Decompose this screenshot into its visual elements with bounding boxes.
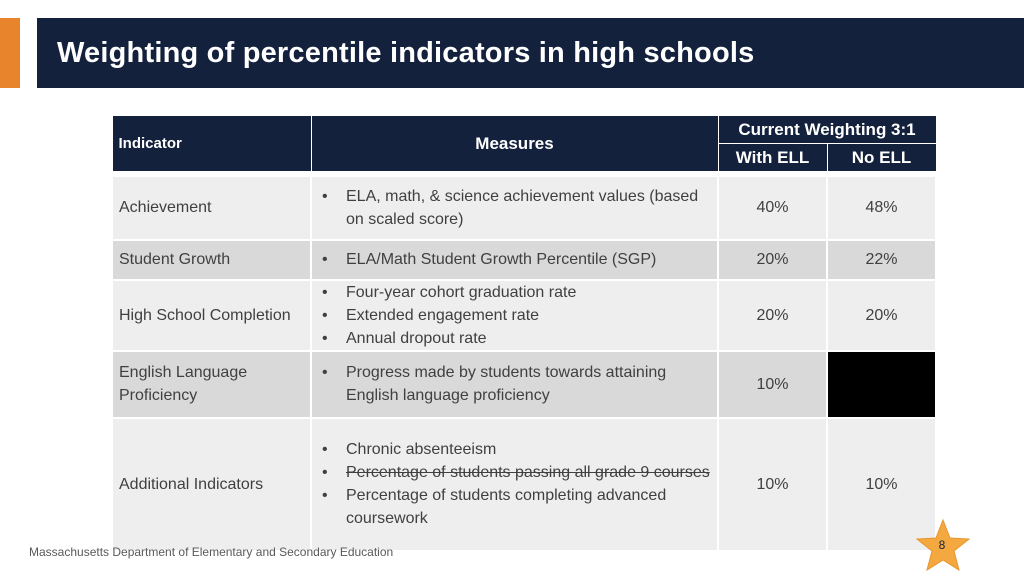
table-row: English Language Proficiency Progress ma…	[111, 349, 937, 419]
no-ell-cell-blacked-out	[826, 349, 937, 419]
with-ell-cell: 10%	[717, 349, 828, 419]
measure-item: Four-year cohort graduation rate	[318, 281, 711, 304]
table-row: Achievement ELA, math, & science achieve…	[111, 174, 937, 241]
with-ell-cell: 10%	[717, 416, 828, 552]
title-bar: Weighting of percentile indicators in hi…	[37, 18, 1024, 88]
indicator-cell: Additional Indicators	[111, 416, 312, 552]
header-indicator: Indicator	[111, 115, 312, 172]
measure-item: ELA, math, & science achievement values …	[318, 185, 711, 231]
weighting-table: Indicator Measures Current Weighting 3:1…	[111, 115, 937, 552]
header-no-ell: No ELL	[826, 143, 937, 172]
no-ell-cell: 22%	[826, 238, 937, 281]
page-number: 8	[938, 538, 946, 552]
measure-item-struck: Percentage of students passing all grade…	[318, 461, 711, 484]
measures-cell: Progress made by students towards attain…	[310, 349, 719, 419]
header-with-ell: With ELL	[717, 143, 828, 172]
no-ell-cell: 10%	[826, 416, 937, 552]
table-row: Additional Indicators Chronic absenteeis…	[111, 416, 937, 552]
measure-item: Annual dropout rate	[318, 327, 711, 350]
with-ell-cell: 20%	[717, 278, 828, 352]
star-icon	[915, 518, 971, 572]
measures-cell: Four-year cohort graduation rate Extende…	[310, 278, 719, 352]
measures-cell: ELA/Math Student Growth Percentile (SGP)	[310, 238, 719, 281]
page-title: Weighting of percentile indicators in hi…	[57, 36, 755, 69]
indicator-cell: Achievement	[111, 174, 312, 241]
indicator-cell: Student Growth	[111, 238, 312, 281]
measure-item: Extended engagement rate	[318, 304, 711, 327]
table-row: High School Completion Four-year cohort …	[111, 278, 937, 352]
with-ell-cell: 20%	[717, 238, 828, 281]
measure-item: ELA/Math Student Growth Percentile (SGP)	[318, 248, 711, 271]
measures-cell: ELA, math, & science achievement values …	[310, 174, 719, 241]
measure-item: Progress made by students towards attain…	[318, 361, 711, 407]
measure-item: Chronic absenteeism	[318, 438, 711, 461]
accent-bar	[0, 18, 20, 88]
footer-org-name: Massachusetts Department of Elementary a…	[29, 545, 394, 559]
indicator-cell: High School Completion	[111, 278, 312, 352]
no-ell-cell: 20%	[826, 278, 937, 352]
indicator-cell: English Language Proficiency	[111, 349, 312, 419]
header-measures: Measures	[310, 115, 719, 172]
table-row: Student Growth ELA/Math Student Growth P…	[111, 238, 937, 281]
no-ell-cell: 48%	[826, 174, 937, 241]
header-current-weighting: Current Weighting 3:1	[717, 115, 937, 144]
measures-cell: Chronic absenteeism Percentage of studen…	[310, 416, 719, 552]
measure-item: Percentage of students completing advanc…	[318, 484, 711, 530]
with-ell-cell: 40%	[717, 174, 828, 241]
